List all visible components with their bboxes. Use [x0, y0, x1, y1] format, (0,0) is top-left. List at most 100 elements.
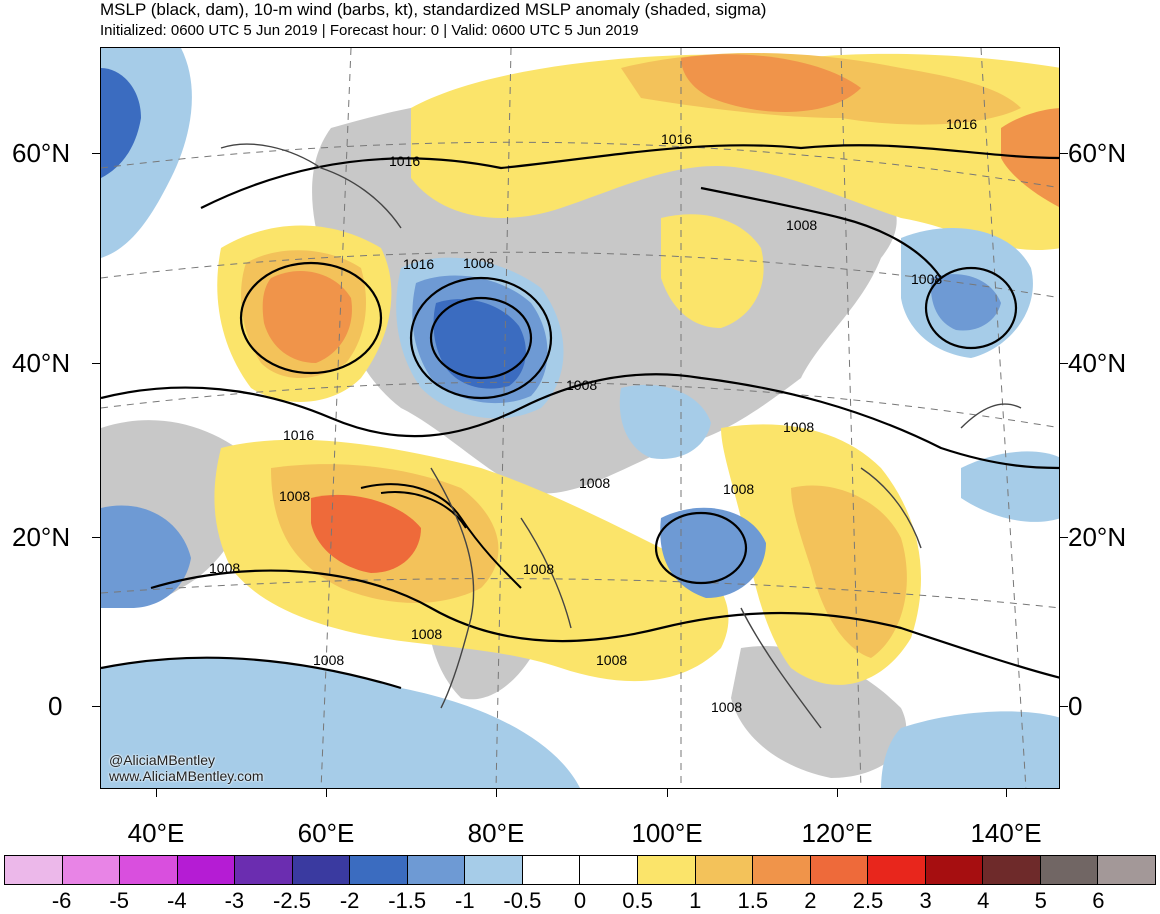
colorbar-swatch	[407, 856, 466, 884]
isobar-label-1008-f: 1008	[279, 488, 310, 504]
lon-label-120e: 120°E	[801, 818, 873, 848]
isobar-label-1008-g: 1008	[579, 475, 610, 491]
colorbar-label: -3	[224, 888, 245, 913]
pos-anomaly-mid	[661, 214, 764, 328]
colorbar-label: 2	[804, 888, 817, 913]
lon-tick	[326, 789, 327, 797]
lon-label-80e: 80°E	[467, 818, 525, 848]
colorbar-label: 5	[1034, 888, 1047, 913]
isobar-label-1008-n: 1008	[711, 699, 742, 715]
colorbar-swatch	[753, 856, 811, 884]
colorbar-swatch	[120, 856, 178, 884]
neg-anomaly-indian-ocean	[101, 657, 580, 788]
neg-anomaly-tibet	[619, 384, 711, 459]
colorbar-label: 3	[919, 888, 932, 913]
lat-label-60n-left: 60°N	[12, 138, 71, 168]
pos-anomaly-south-red	[311, 494, 421, 573]
lat-label-40n-left: 40°N	[12, 348, 71, 378]
lat-tick	[1060, 363, 1068, 364]
colorbar-label: -2	[339, 888, 360, 913]
colorbar-swatch	[868, 856, 926, 884]
colorbar-label: -6	[51, 888, 72, 913]
colorbar-label: -0.5	[503, 888, 542, 913]
colorbar-swatch	[1040, 856, 1099, 884]
colorbar-label: 1.5	[737, 888, 769, 913]
lat-tick	[92, 153, 100, 154]
colorbar-label: 0.5	[622, 888, 653, 913]
lon-tick	[837, 789, 838, 797]
colorbar-label: 1	[689, 888, 702, 913]
isobar-label-1008-a: 1008	[463, 255, 494, 271]
colorbar-swatch	[638, 856, 696, 884]
colorbar-swatch	[350, 856, 408, 884]
watermark-url: www.AliciaMBentley.com	[109, 768, 264, 784]
isobar-label-1008-h: 1008	[723, 481, 754, 497]
watermark-handle: @AliciaMBentley	[109, 752, 216, 768]
lat-label-0-left: 0	[48, 691, 63, 721]
colorbar-swatch	[62, 856, 121, 884]
colorbar-label: 2.5	[852, 888, 884, 913]
lon-label-60e: 60°E	[297, 818, 355, 848]
isobar-labels: 1016 1016 1016 1016 1008 1008 1008 1008 …	[209, 116, 977, 715]
colorbar-label: -1.5	[388, 888, 427, 913]
chart-title: MSLP (black, dam), 10-m wind (barbs, kt)…	[100, 0, 767, 19]
isobar-label-1016-d: 1016	[403, 256, 434, 272]
isobar-label-1016-e: 1016	[283, 427, 314, 443]
lon-label-100e: 100°E	[631, 818, 703, 848]
lat-tick	[92, 537, 100, 538]
lat-label-20n-right: 20°N	[1068, 522, 1127, 552]
lat-label-0-right: 0	[1068, 691, 1083, 721]
colorbar-swatch	[695, 856, 754, 884]
neg-anomaly-nw-core	[101, 68, 141, 178]
lon-tick	[667, 789, 668, 797]
colorbar-swatch	[925, 856, 984, 884]
map-canvas: 1016 1016 1016 1016 1008 1008 1008 1008 …	[101, 48, 1059, 788]
isobar-label-1008-m: 1008	[596, 652, 627, 668]
pos-anomaly-east-orange	[791, 485, 907, 658]
lat-tick	[1060, 537, 1068, 538]
isobar-label-1008-e: 1008	[783, 419, 814, 435]
lon-tick	[496, 789, 497, 797]
neg-anomaly-pacific	[961, 451, 1059, 522]
colorbar	[4, 855, 1156, 885]
colorbar-swatch	[235, 856, 293, 884]
colorbar-swatch	[983, 856, 1041, 884]
lon-label-40e: 40°E	[127, 818, 185, 848]
lat-tick	[92, 706, 100, 707]
neg-anomaly-southeast	[881, 711, 1059, 788]
colorbar-label: -1	[455, 888, 475, 913]
colorbar-label: -4	[167, 888, 187, 913]
lon-tick	[1006, 789, 1007, 797]
isobar-label-1016-b: 1016	[661, 131, 692, 147]
colorbar-label: -2.5	[273, 888, 311, 913]
lat-tick	[1060, 706, 1068, 707]
isobar-label-1008-k: 1008	[411, 626, 442, 642]
graticule	[101, 48, 1059, 788]
isobar-label-1008-j: 1008	[523, 561, 554, 577]
colorbar-swatch	[177, 856, 236, 884]
isobar-label-1008-i: 1008	[209, 560, 240, 576]
isobar-label-1008-l: 1008	[313, 652, 344, 668]
isobar-label-1008-b: 1008	[786, 217, 817, 233]
isobar-label-1008-c: 1008	[911, 271, 942, 287]
lon-tick	[156, 789, 157, 797]
isobars	[101, 144, 1059, 690]
coastline	[220, 143, 1022, 729]
neg-anomaly-japan-core	[930, 274, 1001, 331]
lat-label-20n-left: 20°N	[12, 522, 71, 552]
lat-label-40n-right: 40°N	[1068, 348, 1127, 378]
pos-anomaly-north-core	[681, 54, 861, 112]
colorbar-label: -5	[109, 888, 129, 913]
lat-tick	[92, 363, 100, 364]
lon-label-140e: 140°E	[970, 818, 1042, 848]
colorbar-swatch	[522, 856, 581, 884]
colorbar-swatch	[465, 856, 523, 884]
colorbar-swatch	[580, 856, 639, 884]
colorbar-label: 0	[573, 888, 587, 913]
map-panel: 1016 1016 1016 1016 1008 1008 1008 1008 …	[100, 47, 1060, 789]
colorbar-swatch	[5, 856, 63, 884]
pos-anomaly-caspian-core	[262, 270, 352, 363]
colorbar-swatch	[292, 856, 351, 884]
colorbar-label: 4	[977, 888, 990, 913]
lat-label-60n-right: 60°N	[1068, 138, 1127, 168]
